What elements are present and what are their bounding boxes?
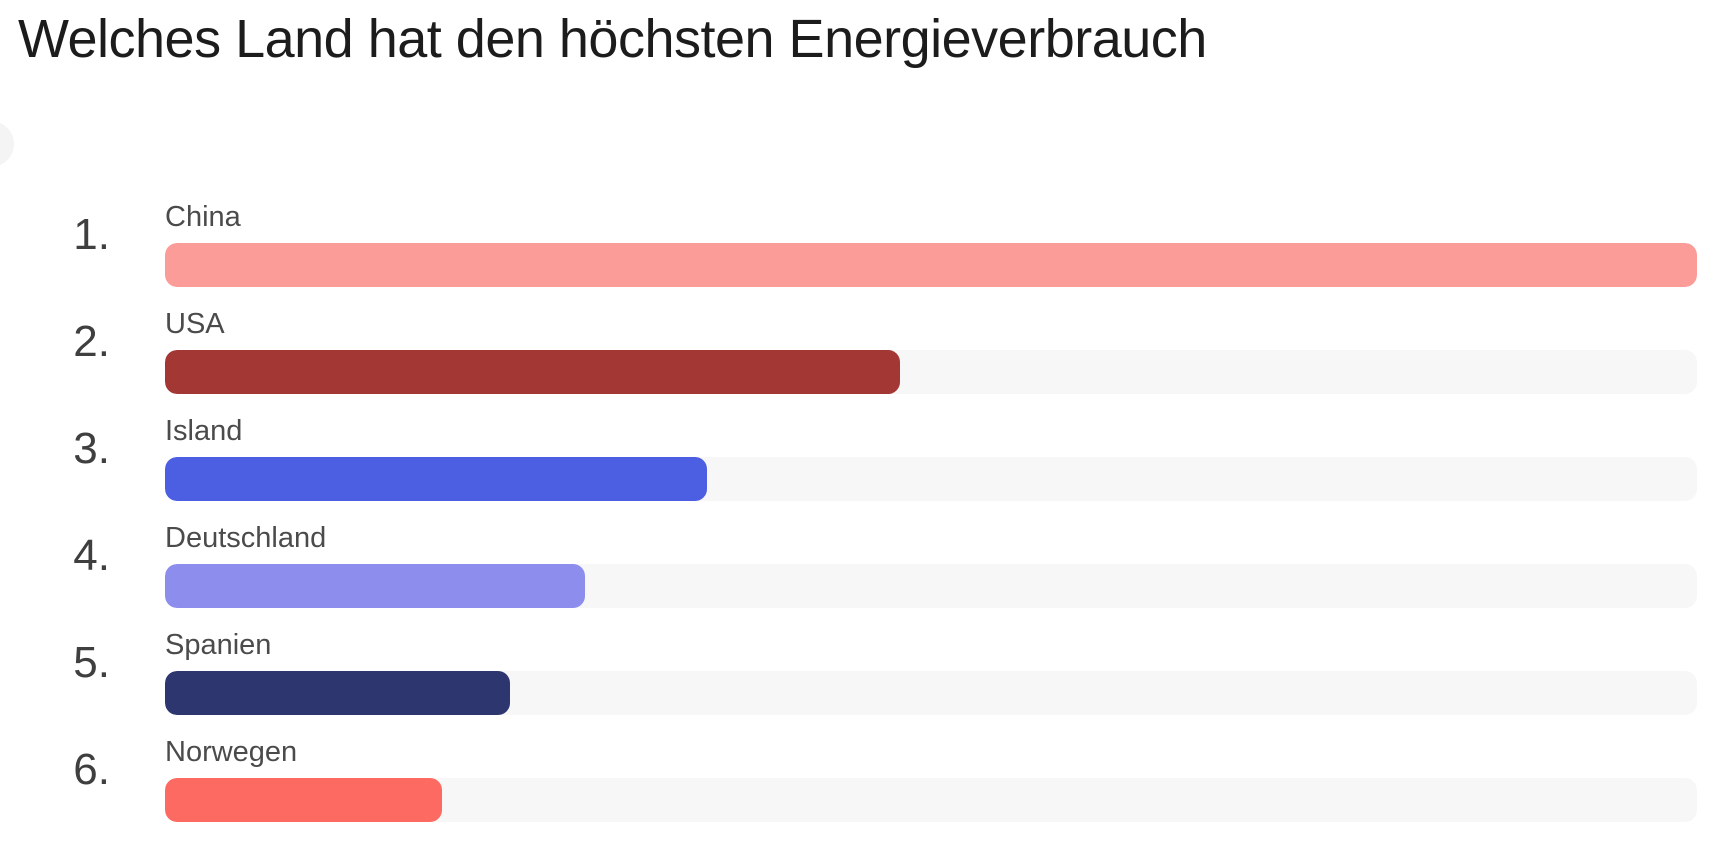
country-label: USA [165,308,225,340]
bar-track [165,564,1697,608]
ranking-row: 1. China [0,203,1697,287]
row-content: Deutschland [165,524,1697,608]
country-label: Norwegen [165,736,298,768]
row-content: China [165,203,1697,287]
rank-number: 3. [73,424,110,473]
bar-track [165,243,1697,287]
ranking-row: 5. Spanien [0,631,1697,715]
row-content: Norwegen [165,738,1697,822]
rank-number: 4. [73,531,110,580]
ranking-row: 2. USA [0,310,1697,394]
bar-fill [165,778,443,822]
rank-number: 5. [73,638,110,687]
rank-number: 1. [73,210,110,259]
bar-track [165,457,1697,501]
bar-fill [165,564,585,608]
bar-track [165,350,1697,394]
country-label: China [165,201,241,233]
decorative-circle [0,121,14,167]
rank-number: 2. [73,317,110,366]
country-label: Deutschland [165,522,327,554]
page-title: Welches Land hat den höchsten Energiever… [18,9,1207,69]
ranking-row: 4. Deutschland [0,524,1697,608]
ranking-row: 3. Island [0,417,1697,501]
bar-track [165,671,1697,715]
ranking-list: 1. China 2. USA 3. Island [0,203,1697,845]
bar-fill [165,457,708,501]
bar-track [165,778,1697,822]
row-content: USA [165,310,1697,394]
row-content: Spanien [165,631,1697,715]
bar-fill [165,243,1697,287]
rank-number: 6. [73,745,110,794]
row-content: Island [165,417,1697,501]
bar-fill [165,671,510,715]
country-label: Spanien [165,629,272,661]
bar-fill [165,350,901,394]
ranking-row: 6. Norwegen [0,738,1697,822]
country-label: Island [165,415,243,447]
